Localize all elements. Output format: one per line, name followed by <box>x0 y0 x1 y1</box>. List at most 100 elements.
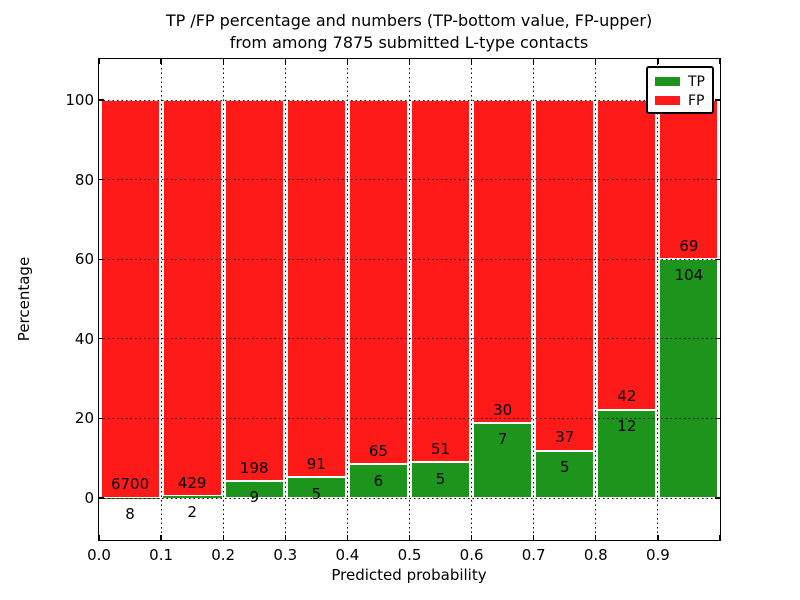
x-tick-label: 0.1 <box>149 546 174 564</box>
bar-segment-fp <box>100 100 160 498</box>
vertical-gridline <box>595 59 597 540</box>
y-tick-label: 100 <box>65 91 94 109</box>
tp-count-label: 7 <box>497 430 508 449</box>
x-tick-top <box>284 59 286 64</box>
fp-count-label: 42 <box>617 387 637 406</box>
x-tick-label: 0.3 <box>273 546 298 564</box>
vertical-gridline <box>471 59 473 540</box>
fp-count-label: 69 <box>679 236 699 255</box>
x-tick-bottom <box>160 535 162 540</box>
tp-count-label: 8 <box>125 504 135 523</box>
bar-segment-tp <box>411 462 471 498</box>
horizontal-gridline <box>99 497 720 499</box>
x-tick-bottom <box>346 535 349 540</box>
bar-segment-tp <box>348 464 408 498</box>
bar-segment-tp <box>162 496 222 498</box>
bar-segment-tp <box>473 422 533 498</box>
fp-count-label: 6700 <box>110 475 150 494</box>
fp-count-label: 30 <box>493 400 513 419</box>
legend: TP FP <box>646 66 714 114</box>
y-tick-left <box>99 99 104 101</box>
x-tick-label: 0.9 <box>645 546 670 564</box>
bar-segment-fp <box>535 100 595 451</box>
y-tick-right <box>715 178 720 181</box>
horizontal-gridline <box>99 258 720 260</box>
y-tick-right <box>715 417 720 420</box>
x-tick-bottom <box>719 535 720 540</box>
y-tick-right <box>715 258 720 260</box>
tp-count-label: 6 <box>373 471 384 490</box>
tp-count-label: 104 <box>674 266 704 285</box>
y-tick-left <box>99 258 104 260</box>
tp-count-label: 5 <box>435 469 446 488</box>
horizontal-gridline <box>99 99 720 101</box>
x-tick-bottom <box>595 535 597 540</box>
fp-count-label: 198 <box>239 458 269 477</box>
fp-count-label: 37 <box>555 428 575 447</box>
bar-segment-tp <box>224 480 284 498</box>
x-tick-top <box>408 59 411 64</box>
tp-count-label: 5 <box>311 484 322 503</box>
bar-segment-tp <box>597 409 657 498</box>
x-tick-top <box>719 59 720 64</box>
y-tick-label: 40 <box>74 329 94 348</box>
bar-segment-fp <box>411 100 471 463</box>
legend-row-fp: FP <box>655 91 712 110</box>
y-tick-left <box>99 178 104 181</box>
bar-segment-fp <box>597 100 657 410</box>
x-tick-bottom <box>533 535 535 540</box>
bar-segment-fp <box>348 100 408 465</box>
bar-segment-fp <box>473 100 533 423</box>
bar-segment-tp <box>286 477 346 498</box>
chart-title-line-1: TP /FP percentage and numbers (TP-bottom… <box>165 11 653 30</box>
fp-count-label: 91 <box>306 455 326 474</box>
x-tick-bottom <box>222 535 224 540</box>
vertical-gridline <box>284 59 286 540</box>
vertical-gridline <box>409 59 410 540</box>
x-tick-bottom <box>99 535 100 540</box>
legend-label: TP <box>688 73 705 90</box>
vertical-gridline <box>657 59 659 540</box>
bar-segment-fp <box>286 100 346 478</box>
x-tick-label: 0.5 <box>397 546 422 564</box>
x-tick-top <box>657 59 659 64</box>
y-tick-label: 60 <box>74 250 94 269</box>
x-tick-top <box>222 59 224 64</box>
x-tick-top <box>99 59 100 64</box>
x-tick-label: 0.0 <box>87 546 111 564</box>
x-tick-label: 0.4 <box>335 546 360 564</box>
plot-area: 6700 8 429 2 198 9 91 5 65 6 51 5 30 7 37 5 42 12 69 104 <box>98 58 721 541</box>
x-axis-label: Predicted probability <box>331 566 487 584</box>
bar-segment-fp <box>224 100 284 481</box>
y-tick-left <box>99 417 104 420</box>
x-tick-top <box>595 59 597 64</box>
x-tick-top <box>160 59 162 64</box>
x-tick-bottom <box>470 535 473 540</box>
x-tick-top <box>470 59 473 64</box>
tp-count-label: 5 <box>559 457 570 476</box>
horizontal-gridline <box>99 179 720 181</box>
chart-title-line-2: from among 7875 submitted L-type contact… <box>229 33 589 52</box>
y-tick-left <box>99 338 104 340</box>
horizontal-gridline <box>99 417 720 419</box>
bar-segment-fp <box>162 100 222 497</box>
y-tick-right <box>715 497 720 499</box>
y-tick-right <box>715 99 720 101</box>
bar-segment-tp <box>535 450 595 498</box>
x-tick-top <box>533 59 535 64</box>
fp-count-label: 429 <box>177 474 207 493</box>
y-tick-label: 20 <box>74 409 94 428</box>
x-tick-bottom <box>408 535 411 540</box>
x-tick-label: 0.6 <box>459 546 484 564</box>
legend-label: FP <box>688 92 705 109</box>
x-tick-label: 0.7 <box>521 546 546 564</box>
legend-row-tp: TP <box>655 72 712 91</box>
vertical-gridline <box>533 59 535 540</box>
x-tick-label: 0.8 <box>583 546 608 564</box>
x-tick-top <box>346 59 349 64</box>
legend-swatch-fp-icon <box>655 96 680 105</box>
y-tick-right <box>715 338 720 340</box>
x-tick-bottom <box>284 535 286 540</box>
tp-count-label: 12 <box>617 416 637 435</box>
fp-count-label: 51 <box>431 440 451 459</box>
